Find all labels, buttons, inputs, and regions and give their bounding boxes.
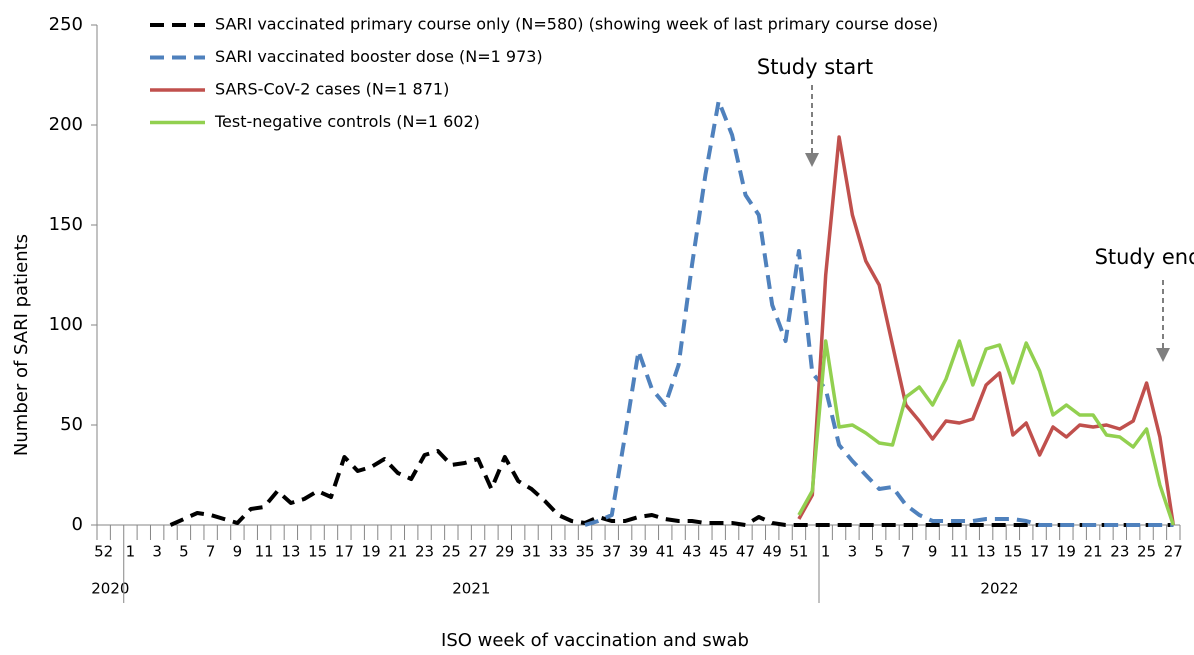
y-tick-label: 200 [49,114,83,135]
x-tick-label: 41 [656,543,675,561]
x-tick-label: 29 [495,543,514,561]
x-tick-label: 31 [522,543,541,561]
year-label: 2022 [980,580,1018,598]
x-tick-label: 9 [928,543,938,561]
x-tick-label: 23 [1110,543,1129,561]
legend-label: SARS-CoV-2 cases (N=1 871) [215,80,449,99]
x-tick-label: 3 [152,543,162,561]
x-tick-label: 21 [1084,543,1103,561]
x-tick-label: 21 [388,543,407,561]
x-tick-label: 11 [255,543,274,561]
x-tick-label: 45 [709,543,728,561]
x-tick-label: 9 [233,543,243,561]
series-line [797,339,1175,526]
series-line [169,449,1174,527]
y-tick-label: 250 [49,14,83,35]
legend-label: SARI vaccinated booster dose (N=1 973) [215,47,543,66]
x-tick-label: 49 [763,543,782,561]
x-axis-title: ISO week of vaccination and swab [441,630,749,651]
x-tick-label: 1 [126,543,136,561]
year-label: 2021 [452,580,490,598]
legend-label: Test-negative controls (N=1 602) [214,112,480,131]
x-tick-label: 47 [736,543,755,561]
y-tick-label: 100 [49,314,83,335]
x-tick-label: 7 [206,543,216,561]
x-tick-label: 19 [1057,543,1076,561]
x-tick-label: 19 [362,543,381,561]
x-tick-label: 27 [1164,543,1183,561]
annotation: Study end [1095,245,1194,269]
x-tick-label: 13 [977,543,996,561]
x-tick-label: 43 [682,543,701,561]
x-tick-label: 25 [1137,543,1156,561]
x-tick-label: 35 [575,543,594,561]
x-tick-label: 25 [442,543,461,561]
x-tick-label: 1 [821,543,831,561]
x-tick-label: 17 [335,543,354,561]
x-tick-label: 17 [1030,543,1049,561]
legend-label: SARI vaccinated primary course only (N=5… [215,15,938,34]
y-tick-label: 0 [72,514,83,535]
x-tick-label: 13 [281,543,300,561]
x-tick-label: 7 [901,543,911,561]
series-line [797,135,1176,526]
annotation-arrowhead [805,153,819,167]
x-tick-label: 5 [874,543,884,561]
annotation: Study start [757,55,873,79]
y-tick-label: 150 [49,214,83,235]
x-tick-label: 3 [848,543,858,561]
x-tick-label: 51 [789,543,808,561]
x-tick-label: 15 [1003,543,1022,561]
x-tick-label: 39 [629,543,648,561]
x-tick-label: 11 [950,543,969,561]
y-axis-title: Number of SARI patients [11,234,32,456]
x-tick-label: 52 [94,543,113,561]
x-tick-label: 23 [415,543,434,561]
x-tick-label: 27 [469,543,488,561]
y-tick-label: 50 [60,414,83,435]
annotation-arrowhead [1156,348,1170,362]
x-tick-label: 15 [308,543,327,561]
x-tick-label: 33 [549,543,568,561]
x-tick-label: 5 [179,543,189,561]
series-line [584,99,1174,527]
year-label: 2020 [91,580,129,598]
x-tick-label: 37 [602,543,621,561]
